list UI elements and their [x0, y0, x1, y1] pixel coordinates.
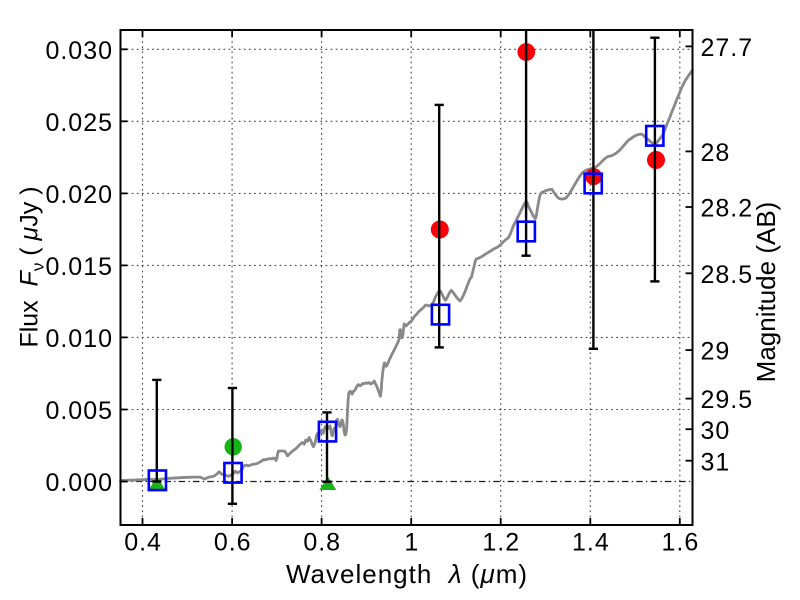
svg-text:0.010: 0.010 [45, 325, 113, 353]
svg-text:29: 29 [701, 338, 731, 366]
svg-text:0.025: 0.025 [45, 109, 113, 137]
svg-text:30: 30 [701, 417, 731, 445]
svg-text:0.030: 0.030 [45, 37, 113, 65]
svg-text:31: 31 [701, 448, 731, 476]
svg-text:0.005: 0.005 [45, 397, 113, 425]
svg-text:0.4: 0.4 [124, 528, 162, 556]
svg-text:1.6: 1.6 [662, 528, 700, 556]
svg-text:0.000: 0.000 [45, 469, 113, 497]
svg-text:Wavelength λ (μm): Wavelength λ (μm) [286, 559, 528, 589]
svg-text:0.6: 0.6 [214, 528, 252, 556]
svg-text:27.7: 27.7 [701, 34, 754, 62]
svg-text:0.015: 0.015 [45, 253, 113, 281]
svg-text:28.2: 28.2 [701, 195, 754, 223]
svg-text:1.2: 1.2 [482, 528, 520, 556]
svg-text:28.5: 28.5 [701, 261, 754, 289]
svg-text:28: 28 [701, 139, 731, 167]
svg-text:Flux Fν ( μJy ): Flux Fν ( μJy ) [16, 186, 48, 347]
svg-text:0.020: 0.020 [45, 181, 113, 209]
svg-text:1: 1 [404, 528, 419, 556]
svg-text:Magnitude (AB): Magnitude (AB) [751, 202, 781, 383]
svg-text:29.5: 29.5 [701, 386, 754, 414]
svg-text:1.4: 1.4 [572, 528, 610, 556]
svg-text:0.8: 0.8 [303, 528, 341, 556]
